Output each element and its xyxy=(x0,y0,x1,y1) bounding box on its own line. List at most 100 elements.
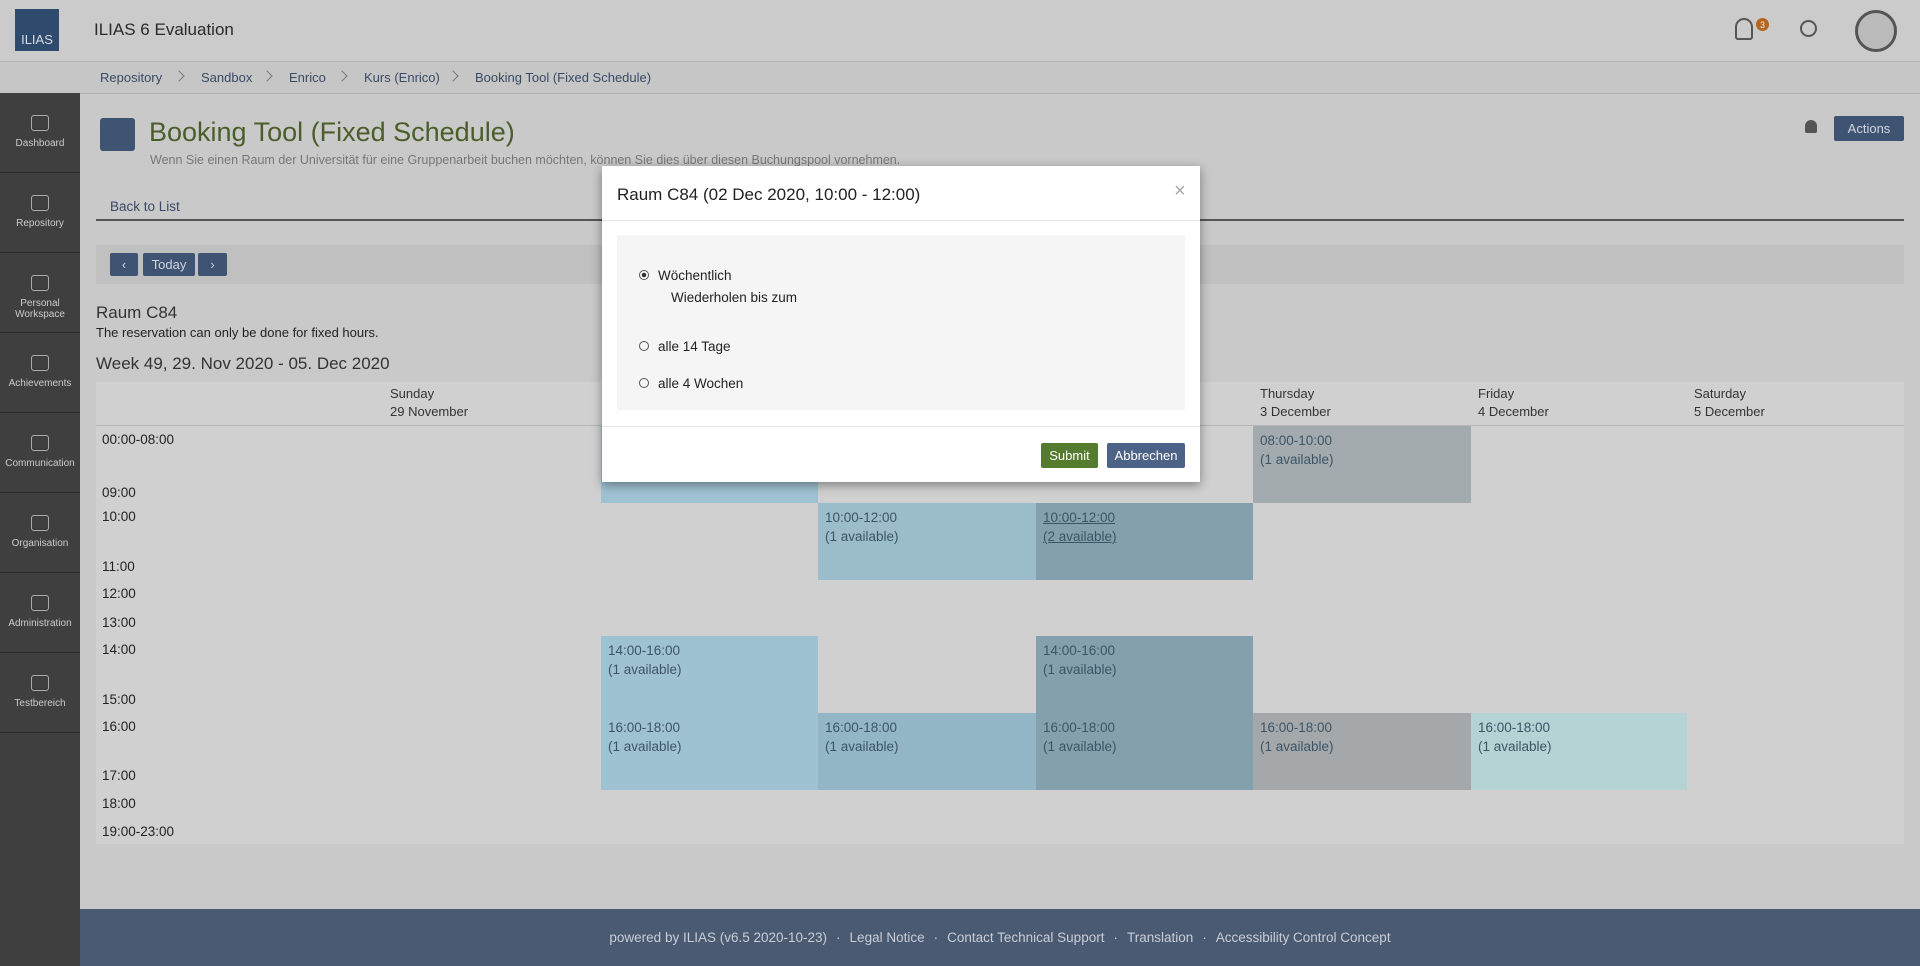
separator: · xyxy=(1113,930,1118,945)
time-label: 13:00 xyxy=(102,615,136,630)
breadcrumb[interactable]: Enrico xyxy=(289,70,326,85)
room-title: Raum C84 xyxy=(96,303,178,322)
time-label: 15:00 xyxy=(102,692,136,707)
booking[interactable]: 10:00-12:00 (2 available) xyxy=(1036,503,1253,580)
footer-link[interactable]: Translation xyxy=(1126,930,1194,945)
booking-availability[interactable]: (1 available) xyxy=(608,739,682,754)
sidebar-divider xyxy=(0,172,80,173)
booking-availability[interactable]: (1 available) xyxy=(1260,739,1334,754)
option-label[interactable]: Wöchentlich xyxy=(658,268,732,283)
booking-time[interactable]: 10:00-12:00 xyxy=(825,510,898,525)
booking[interactable]: 16:00-18:00 (1 available) xyxy=(601,713,818,790)
day-date: 29 November xyxy=(390,404,469,419)
cancel-button[interactable]: Abbrechen xyxy=(1107,443,1185,468)
time-label: 18:00 xyxy=(102,796,136,811)
booking-time[interactable]: 08:00-10:00 xyxy=(1260,433,1333,448)
booking-time[interactable]: 16:00-18:00 xyxy=(1260,720,1333,735)
notification-toggle[interactable] xyxy=(1805,120,1817,133)
today-button[interactable]: Today xyxy=(143,253,195,276)
booking-time[interactable]: 16:00-18:00 xyxy=(608,720,681,735)
next-button[interactable]: › xyxy=(198,253,227,276)
search-icon[interactable] xyxy=(1800,20,1817,37)
sidebar-label[interactable]: Testbereich xyxy=(14,698,66,709)
sidebar-icon[interactable] xyxy=(31,595,49,611)
footer-link[interactable]: powered by ILIAS (v6.5 2020-10-23) xyxy=(609,930,828,945)
booking-availability[interactable]: (1 available) xyxy=(1043,739,1117,754)
day-name: Sunday xyxy=(390,386,435,401)
booking[interactable]: 14:00-16:00 (1 available) xyxy=(601,636,818,713)
footer-link[interactable]: Accessibility Control Concept xyxy=(1215,930,1391,945)
booking-time[interactable]: 14:00-16:00 xyxy=(1043,643,1116,658)
breadcrumb[interactable]: Sandbox xyxy=(201,70,253,85)
sidebar-label[interactable]: Repository xyxy=(16,218,64,229)
booking-availability[interactable]: (1 available) xyxy=(1043,662,1117,677)
sidebar-label[interactable]: Communication xyxy=(5,458,75,469)
page-description: Wenn Sie einen Raum der Universität für … xyxy=(150,153,901,167)
breadcrumb-bar xyxy=(0,62,1920,94)
breadcrumb[interactable]: Repository xyxy=(100,70,163,85)
sidebar-label[interactable]: Dashboard xyxy=(15,138,65,149)
option-label[interactable]: alle 4 Wochen xyxy=(658,376,744,391)
booking[interactable]: 08:00-10:00 (1 available) xyxy=(1253,426,1471,503)
back-link[interactable]: Back to List xyxy=(110,199,180,214)
time-label: 09:00 xyxy=(102,485,136,500)
modal-footer-divider xyxy=(602,426,1200,427)
sidebar-label[interactable]: Organisation xyxy=(11,538,69,549)
booking-time[interactable]: 10:00-12:00 xyxy=(1043,510,1116,525)
day-date: 5 December xyxy=(1694,404,1765,419)
radio[interactable] xyxy=(639,270,649,280)
sidebar-label[interactable]: Achievements xyxy=(8,378,72,389)
booking-time[interactable]: 16:00-18:00 xyxy=(1043,720,1116,735)
day-name: Friday xyxy=(1478,386,1515,401)
sidebar-divider xyxy=(0,332,80,333)
time-label: 14:00 xyxy=(102,642,136,657)
modal-close[interactable]: × xyxy=(1174,180,1186,202)
time-label: 17:00 xyxy=(102,768,136,783)
booking-availability[interactable]: (1 available) xyxy=(825,529,899,544)
breadcrumb[interactable]: Booking Tool (Fixed Schedule) xyxy=(475,70,652,85)
site-title: ILIAS 6 Evaluation xyxy=(94,20,234,39)
modal: Raum C84 (02 Dec 2020, 10:00 - 12:00) × Wö… xyxy=(602,166,1200,482)
repeat-label: Wiederholen bis zum xyxy=(671,290,798,305)
time-label: 10:00 xyxy=(102,509,136,524)
option-label[interactable]: alle 14 Tage xyxy=(658,339,731,354)
booking[interactable]: 10:00-12:00 (1 available) xyxy=(818,503,1036,580)
sidebar-icon[interactable] xyxy=(31,115,49,131)
booking-time[interactable]: 16:00-18:00 xyxy=(825,720,898,735)
sidebar-icon[interactable] xyxy=(31,515,49,531)
avatar[interactable] xyxy=(1855,10,1897,52)
actions-button[interactable]: Actions xyxy=(1834,116,1904,141)
booking[interactable]: 16:00-18:00 (1 available) xyxy=(1471,713,1687,790)
booking[interactable]: 16:00-18:00 (1 available) xyxy=(1036,713,1253,790)
booking-availability[interactable]: (1 available) xyxy=(1478,739,1552,754)
booking-availability[interactable]: (1 available) xyxy=(608,662,682,677)
sidebar-label[interactable]: Administration xyxy=(8,618,72,629)
prev-button[interactable]: ‹ xyxy=(110,253,138,276)
booking-time[interactable]: 14:00-16:00 xyxy=(608,643,681,658)
notification-count: 3 xyxy=(1756,18,1769,31)
footer-link[interactable]: Legal Notice xyxy=(849,930,925,945)
radio[interactable] xyxy=(639,378,649,388)
sidebar-label[interactable]: Personal Workspace xyxy=(15,298,65,320)
option-box: Wöchentlich alle 14 Tage alle 4 Wochen Wied… xyxy=(617,235,1185,410)
page-title: Booking Tool (Fixed Schedule) xyxy=(149,117,515,147)
breadcrumb[interactable]: Kurs (Enrico) xyxy=(364,70,440,85)
booking[interactable]: 16:00-18:00 (1 available) xyxy=(818,713,1036,790)
sidebar-icon[interactable] xyxy=(31,435,49,451)
booking[interactable]: 16:00-18:00 (1 available) xyxy=(1253,713,1471,790)
submit-button[interactable]: Submit xyxy=(1041,443,1098,468)
booking-availability[interactable]: (2 available) xyxy=(1043,529,1117,544)
notification-icon[interactable] xyxy=(1735,18,1753,40)
sidebar-icon[interactable] xyxy=(31,675,49,691)
radio[interactable] xyxy=(639,341,649,351)
sidebar-icon[interactable] xyxy=(31,275,49,291)
booking-availability[interactable]: (1 available) xyxy=(825,739,899,754)
sidebar-icon[interactable] xyxy=(31,195,49,211)
footer-link[interactable]: Contact Technical Support xyxy=(947,930,1105,945)
separator: · xyxy=(933,930,939,945)
booking[interactable]: 14:00-16:00 (1 available) xyxy=(1036,636,1253,713)
booking-time[interactable]: 16:00-18:00 xyxy=(1478,720,1551,735)
sidebar-icon[interactable] xyxy=(31,355,49,371)
booking-availability[interactable]: (1 available) xyxy=(1260,452,1334,467)
